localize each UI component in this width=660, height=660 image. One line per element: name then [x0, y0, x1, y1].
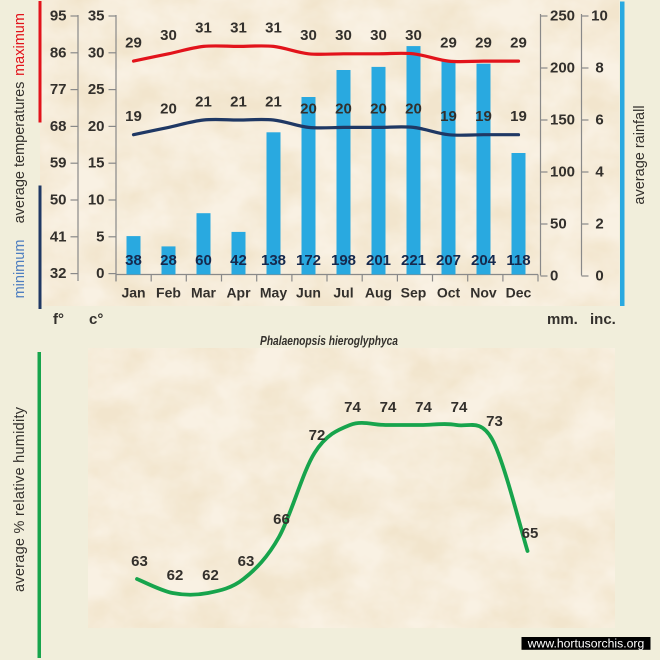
svg-text:68: 68 — [50, 118, 67, 135]
svg-text:77: 77 — [50, 81, 67, 98]
svg-text:66: 66 — [273, 511, 290, 528]
svg-text:Oct: Oct — [437, 285, 461, 301]
svg-text:74: 74 — [344, 399, 361, 416]
svg-text:inc.: inc. — [590, 311, 616, 328]
svg-text:21: 21 — [230, 93, 247, 110]
svg-text:21: 21 — [195, 93, 212, 110]
svg-text:29: 29 — [125, 34, 142, 51]
svg-text:0: 0 — [595, 268, 603, 285]
svg-text:72: 72 — [309, 427, 326, 444]
svg-text:19: 19 — [475, 108, 492, 125]
svg-text:20: 20 — [335, 101, 352, 118]
svg-text:74: 74 — [451, 399, 468, 416]
svg-text:25: 25 — [88, 81, 105, 98]
svg-text:19: 19 — [440, 108, 457, 125]
svg-text:20: 20 — [300, 101, 317, 118]
svg-text:Jun: Jun — [296, 285, 321, 301]
svg-text:19: 19 — [510, 108, 527, 125]
svg-text:19: 19 — [125, 108, 142, 125]
svg-text:29: 29 — [510, 34, 527, 51]
svg-text:31: 31 — [265, 20, 282, 37]
svg-text:30: 30 — [370, 27, 387, 44]
svg-text:minimum: minimum — [12, 240, 28, 299]
svg-text:59: 59 — [50, 155, 67, 172]
svg-text:86: 86 — [50, 44, 67, 61]
svg-text:62: 62 — [202, 567, 219, 584]
svg-text:8: 8 — [595, 60, 603, 77]
svg-text:5: 5 — [96, 228, 104, 245]
svg-text:10: 10 — [591, 8, 608, 25]
svg-text:2: 2 — [595, 216, 603, 233]
svg-text:63: 63 — [238, 553, 255, 570]
svg-text:30: 30 — [335, 27, 352, 44]
svg-text:63: 63 — [131, 553, 148, 570]
svg-text:73: 73 — [486, 413, 503, 430]
svg-text:0: 0 — [96, 265, 104, 282]
svg-text:198: 198 — [331, 252, 356, 269]
svg-text:30: 30 — [405, 27, 422, 44]
svg-text:201: 201 — [366, 252, 391, 269]
svg-text:172: 172 — [296, 252, 321, 269]
svg-text:20: 20 — [160, 101, 177, 118]
svg-text:mm.: mm. — [547, 311, 578, 328]
svg-text:95: 95 — [50, 8, 67, 25]
svg-text:Nov: Nov — [470, 285, 497, 301]
svg-text:35: 35 — [88, 8, 105, 25]
svg-text:average temperatures: average temperatures — [12, 82, 28, 224]
svg-text:74: 74 — [415, 399, 432, 416]
svg-text:www.hortusorchis.org: www.hortusorchis.org — [527, 637, 645, 651]
svg-text:100: 100 — [550, 164, 575, 181]
svg-text:28: 28 — [160, 252, 177, 269]
svg-text:31: 31 — [230, 20, 247, 37]
svg-text:74: 74 — [380, 399, 397, 416]
svg-text:42: 42 — [230, 252, 247, 269]
svg-text:average % relative humidity: average % relative humidity — [12, 406, 28, 592]
svg-text:200: 200 — [550, 60, 575, 77]
svg-text:Feb: Feb — [156, 285, 181, 301]
svg-text:50: 50 — [550, 216, 567, 233]
svg-text:maximum: maximum — [12, 13, 28, 76]
svg-text:38: 38 — [125, 252, 142, 269]
svg-text:f°: f° — [53, 311, 64, 328]
svg-text:Jul: Jul — [333, 285, 353, 301]
svg-text:138: 138 — [261, 252, 286, 269]
svg-text:0: 0 — [550, 268, 558, 285]
svg-text:29: 29 — [440, 34, 457, 51]
svg-text:31: 31 — [195, 20, 212, 37]
svg-text:30: 30 — [88, 44, 105, 61]
svg-text:May: May — [260, 285, 287, 301]
svg-text:Aug: Aug — [365, 285, 392, 301]
svg-text:Phalaenopsis hieroglyphyca: Phalaenopsis hieroglyphyca — [260, 334, 398, 348]
svg-text:average rainfall: average rainfall — [632, 105, 648, 204]
svg-text:62: 62 — [167, 567, 184, 584]
svg-text:207: 207 — [436, 252, 461, 269]
svg-text:6: 6 — [595, 112, 603, 129]
svg-text:21: 21 — [265, 93, 282, 110]
svg-text:20: 20 — [88, 118, 105, 135]
svg-text:4: 4 — [595, 164, 604, 181]
svg-text:c°: c° — [89, 311, 103, 328]
svg-text:150: 150 — [550, 112, 575, 129]
svg-text:Sep: Sep — [401, 285, 427, 301]
svg-text:Mar: Mar — [191, 285, 216, 301]
svg-text:30: 30 — [300, 27, 317, 44]
svg-text:Jan: Jan — [121, 285, 145, 301]
svg-text:250: 250 — [550, 8, 575, 25]
svg-text:221: 221 — [401, 252, 426, 269]
svg-text:32: 32 — [50, 265, 67, 282]
svg-text:204: 204 — [471, 252, 497, 269]
svg-text:10: 10 — [88, 192, 105, 209]
svg-text:65: 65 — [522, 525, 539, 542]
svg-text:41: 41 — [50, 228, 67, 245]
svg-text:Dec: Dec — [506, 285, 532, 301]
svg-text:118: 118 — [506, 252, 530, 269]
svg-text:Apr: Apr — [226, 285, 251, 301]
svg-text:20: 20 — [370, 101, 387, 118]
svg-text:20: 20 — [405, 101, 422, 118]
svg-text:29: 29 — [475, 34, 492, 51]
svg-text:60: 60 — [195, 252, 212, 269]
svg-text:15: 15 — [88, 155, 105, 172]
svg-text:50: 50 — [50, 192, 67, 209]
svg-text:30: 30 — [160, 27, 177, 44]
